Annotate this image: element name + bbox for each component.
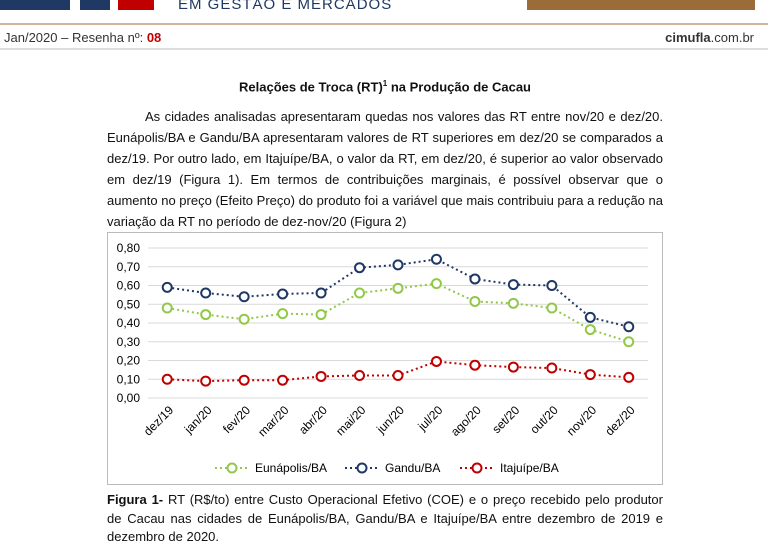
- y-tick-label: 0,20: [117, 354, 141, 368]
- title-sup: 1: [382, 79, 388, 88]
- point: [200, 309, 212, 321]
- point: [161, 373, 173, 385]
- point: [584, 311, 596, 323]
- title-main: Relações de Troca (RT): [239, 79, 383, 95]
- point: [161, 302, 173, 314]
- y-tick-label: 0,70: [117, 260, 141, 274]
- legend-label: Eunápolis/BA: [255, 461, 327, 475]
- legend-label: Itajuípe/BA: [500, 461, 559, 475]
- point: [392, 282, 404, 294]
- legend-marker: [356, 462, 368, 474]
- legend-marker: [226, 462, 238, 474]
- brand-text: EM GESTÃO E MERCADOS: [178, 0, 393, 13]
- header-graphics: [0, 0, 768, 50]
- point: [546, 280, 558, 291]
- point: [315, 309, 327, 321]
- point: [200, 375, 212, 387]
- point: [277, 374, 289, 386]
- issue: Jan/2020 – Resenha nº: 08: [4, 30, 161, 45]
- point: [277, 288, 289, 300]
- point: [392, 259, 404, 271]
- point: [392, 370, 404, 381]
- point: [354, 287, 366, 299]
- point: [277, 308, 289, 320]
- y-tick-label: 0,40: [117, 316, 141, 330]
- point: [315, 287, 327, 299]
- site-bold: cimufla: [665, 30, 711, 45]
- header-band: [527, 0, 755, 10]
- point: [354, 370, 366, 381]
- point: [469, 295, 481, 307]
- point: [430, 253, 442, 265]
- point: [507, 361, 519, 373]
- point: [238, 374, 250, 386]
- point: [623, 371, 635, 383]
- point: [161, 281, 173, 293]
- y-tick-label: 0,50: [117, 297, 141, 311]
- point: [238, 291, 250, 303]
- logo-shape: [118, 0, 154, 10]
- point: [238, 313, 250, 325]
- legend-label: Gandu/BA: [385, 461, 440, 475]
- title-rest: na Produção de Cacau: [387, 79, 531, 95]
- caption: Figura 1- RT (R$/to) entre Custo Operaci…: [107, 491, 663, 547]
- y-tick-label: 0,60: [117, 279, 141, 293]
- chart-border: [107, 232, 663, 485]
- legend-marker: [471, 462, 483, 474]
- y-tick-label: 0,00: [117, 391, 141, 405]
- point: [200, 287, 212, 299]
- caption-text: RT (R$/to) entre Custo Operacional Efeti…: [107, 492, 663, 544]
- issue-label: Jan/2020 – Resenha nº:: [4, 30, 144, 45]
- point: [507, 297, 519, 309]
- point: [430, 278, 442, 290]
- point: [546, 362, 558, 374]
- point: [315, 370, 327, 382]
- site: cimufla.com.br: [665, 30, 754, 45]
- logo-shape: [80, 0, 110, 10]
- issue-number: 08: [146, 30, 162, 45]
- y-tick-label: 0,30: [117, 335, 141, 349]
- point: [430, 355, 442, 367]
- point: [354, 262, 366, 274]
- caption-label: Figura 1-: [107, 492, 164, 507]
- point: [584, 324, 596, 336]
- point: [584, 369, 596, 381]
- point: [469, 359, 481, 371]
- site-rest: .com.br: [710, 30, 754, 45]
- point: [507, 279, 519, 291]
- y-tick-label: 0,10: [117, 372, 141, 386]
- logo-shape: [0, 0, 70, 10]
- point: [623, 336, 635, 348]
- point: [623, 321, 635, 333]
- title: Relações de Troca (RT)1 na Produção de C…: [107, 79, 663, 94]
- point: [469, 273, 481, 285]
- y-tick-label: 0,80: [117, 241, 141, 255]
- chart: 0,000,100,200,300,400,500,600,700,80dez/…: [107, 232, 663, 485]
- paragraph: As cidades analisadas apresentaram queda…: [107, 109, 663, 229]
- point: [546, 302, 558, 314]
